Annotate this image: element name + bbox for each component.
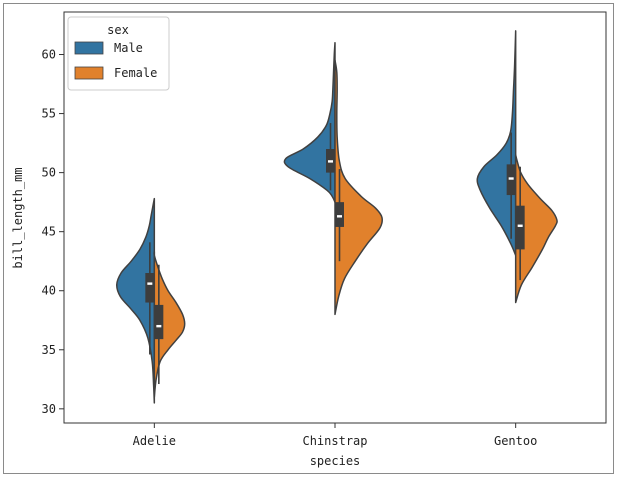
legend-label-female: Female: [114, 66, 157, 80]
legend-label-male: Male: [114, 41, 143, 55]
y-axis-ticks: 30 35 40 45 50 55 60: [42, 48, 64, 416]
violins-layer: [115, 30, 558, 404]
y-tick-label: 45: [42, 225, 56, 239]
median-marker-female-adelie: [156, 324, 162, 328]
violin-male-chinstrap: [283, 41, 336, 203]
median-marker-female-gentoo: [517, 224, 523, 227]
violin-female-adelie: [153, 251, 186, 398]
violin-female-chinstrap: [334, 59, 384, 316]
x-tick-label-adelie: Adelie: [133, 434, 176, 448]
legend: sex Male Female: [67, 16, 170, 91]
violin-male-gentoo: [476, 30, 517, 257]
legend-title: sex: [107, 23, 129, 37]
median-marker-male-adelie: [147, 282, 153, 285]
legend-swatch-male: [74, 41, 104, 55]
median-marker-female-chinstrap: [337, 215, 342, 218]
median-marker-male-chinstrap: [328, 160, 333, 163]
y-tick-label: 30: [42, 402, 56, 416]
y-tick-label: 50: [42, 166, 56, 180]
x-axis-ticks: Adelie Chinstrap Gentoo: [133, 423, 537, 448]
legend-swatch-female: [74, 66, 104, 80]
violin-chart: 30 35 40 45 50 55 60 Adelie Chinstrap Gentoo bil…: [11, 11, 607, 468]
boxes-layer: [145, 123, 525, 385]
violin-male-adelie: [115, 197, 156, 404]
x-tick-label-gentoo: Gentoo: [494, 434, 537, 448]
box-iqr-female-gentoo: [515, 205, 525, 250]
x-tick-label-chinstrap: Chinstrap: [302, 434, 367, 448]
y-tick-label: 35: [42, 343, 56, 357]
box-iqr-female-chinstrap: [335, 202, 344, 227]
box-iqr-male-adelie: [145, 273, 155, 303]
y-axis-label: bill_length_mm: [11, 167, 25, 268]
y-tick-label: 55: [42, 107, 56, 121]
figure-frame: 30 35 40 45 50 55 60 Adelie Chinstrap Gentoo bil…: [3, 3, 614, 474]
y-tick-label: 60: [42, 48, 56, 62]
median-marker-male-gentoo: [508, 177, 514, 180]
box-iqr-female-adelie: [154, 304, 164, 340]
x-axis-label: species: [310, 454, 361, 468]
y-tick-label: 40: [42, 284, 56, 298]
